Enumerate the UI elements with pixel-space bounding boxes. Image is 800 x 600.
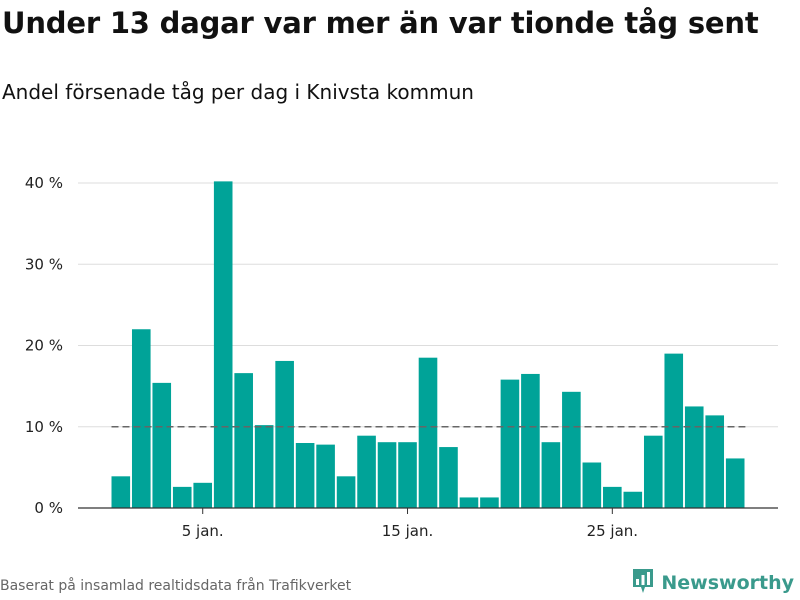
bar [152,382,172,508]
bar [336,476,356,508]
x-tick-label: 25 jan. [587,522,639,540]
bar [193,482,213,508]
bar [275,360,294,508]
source-note: Baserat på insamlad realtidsdata från Tr… [0,578,352,594]
bar [562,391,581,508]
bar [582,462,602,508]
y-tick-label: 10 % [25,418,63,436]
bar [357,435,376,508]
bar [439,447,458,508]
bar [643,435,663,508]
bar [480,497,499,508]
bar [664,353,684,508]
bar-chart: 0 % 10 % 20 % 30 % 40 % 5 jan. 15 jan. 25 jan. [25,174,778,540]
bar [295,443,315,508]
bar [213,181,233,508]
chart-subtitle: Andel försenade tåg per dag i Knivsta ko… [2,80,474,104]
bar [418,357,438,508]
bar [705,415,725,508]
x-tick-labels: 5 jan. 15 jan. 25 jan. [182,508,638,540]
bar [111,476,131,508]
bar [234,373,253,508]
y-tick-label: 0 % [34,499,63,517]
y-tick-labels: 0 % 10 % 20 % 30 % 40 % [25,174,63,517]
bars [111,181,745,508]
bar [254,425,274,508]
y-tick-label: 30 % [25,255,63,273]
bar [459,497,479,508]
bar [603,486,622,508]
bar [398,442,417,508]
bar [684,406,704,508]
y-tick-label: 20 % [25,337,63,355]
y-tick-label: 40 % [25,174,63,192]
x-tick-label: 5 jan. [182,522,224,540]
bar [521,373,540,508]
bar [541,442,561,508]
bar [500,379,520,508]
bar [172,486,192,508]
bar [623,491,643,508]
brand: Newsworthy [631,568,794,598]
bar [725,458,745,508]
bar [316,444,335,508]
x-tick-label: 15 jan. [382,522,434,540]
newsworthy-logo-icon [631,567,655,599]
bar [377,442,397,508]
brand-name: Newsworthy [661,572,794,594]
chart-title: Under 13 dagar var mer än var tionde tåg… [2,6,759,40]
bar [131,329,151,508]
